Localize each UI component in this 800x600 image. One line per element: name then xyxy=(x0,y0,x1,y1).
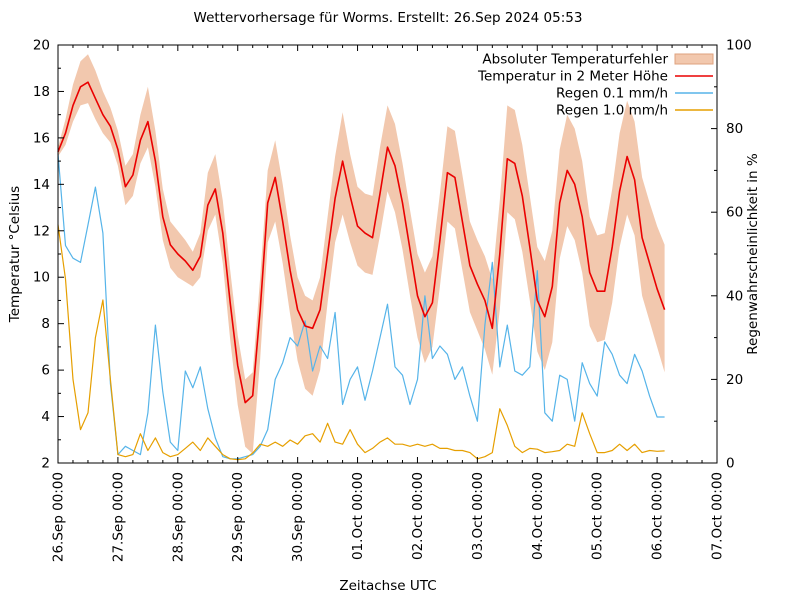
y-right-tick-label: 60 xyxy=(726,205,743,221)
x-tick-label: 03.Oct 00:00 xyxy=(470,472,486,560)
y-right-tick-label: 0 xyxy=(726,456,735,472)
chart-title: Wettervorhersage für Worms. Erstellt: 26… xyxy=(193,10,583,26)
legend-band-swatch xyxy=(674,53,714,65)
x-tick-label: 29.Sep 00:00 xyxy=(230,472,246,562)
y-left-tick-label: 16 xyxy=(33,130,50,146)
y-right-tick-label: 20 xyxy=(726,372,743,388)
y-left-tick-label: 20 xyxy=(33,38,50,54)
y-left-tick-label: 12 xyxy=(33,223,50,239)
x-tick-label: 07.Oct 00:00 xyxy=(710,472,726,560)
y-right-tick-label: 100 xyxy=(726,38,752,54)
y-left-tick-label: 8 xyxy=(41,316,50,332)
x-tick-label: 26.Sep 00:00 xyxy=(51,472,67,562)
x-tick-label: 06.Oct 00:00 xyxy=(650,472,666,560)
x-tick-label: 28.Sep 00:00 xyxy=(170,472,186,562)
temperature-error-band xyxy=(58,54,665,454)
y-left-tick-label: 6 xyxy=(41,363,50,379)
y-left-tick-label: 4 xyxy=(41,409,50,425)
x-tick-label: 01.Oct 00:00 xyxy=(350,472,366,560)
x-tick-label: 04.Oct 00:00 xyxy=(530,472,546,560)
y-left-tick-label: 14 xyxy=(33,177,50,193)
x-tick-label: 30.Sep 00:00 xyxy=(290,472,306,562)
temperature-line xyxy=(57,81,666,404)
legend-label: Regen 0.1 mm/h xyxy=(556,86,668,102)
x-tick-label: 05.Oct 00:00 xyxy=(590,472,606,560)
legend-label: Regen 1.0 mm/h xyxy=(556,103,668,119)
legend-label: Absoluter Temperaturfehler xyxy=(482,52,668,68)
legend-label: Temperatur in 2 Meter Höhe xyxy=(477,69,668,85)
x-axis-label: Zeitachse UTC xyxy=(339,578,437,594)
y-axis-label-rain-probability: Regenwahrscheinlichkeit in % xyxy=(745,153,761,355)
y-right-tick-label: 40 xyxy=(726,288,743,304)
y-right-tick-label: 80 xyxy=(726,121,743,137)
x-tick-label: 27.Sep 00:00 xyxy=(110,472,126,562)
rain-0.1mm-line xyxy=(57,153,665,460)
y-left-tick-label: 18 xyxy=(33,84,50,100)
x-tick-label: 02.Oct 00:00 xyxy=(410,472,426,560)
y-left-tick-label: 2 xyxy=(41,456,50,472)
y-axis-label-temperature: Temperatur °Celsius xyxy=(7,185,23,323)
y-left-tick-label: 10 xyxy=(33,270,50,286)
rain-1.0mm-line xyxy=(57,224,665,461)
